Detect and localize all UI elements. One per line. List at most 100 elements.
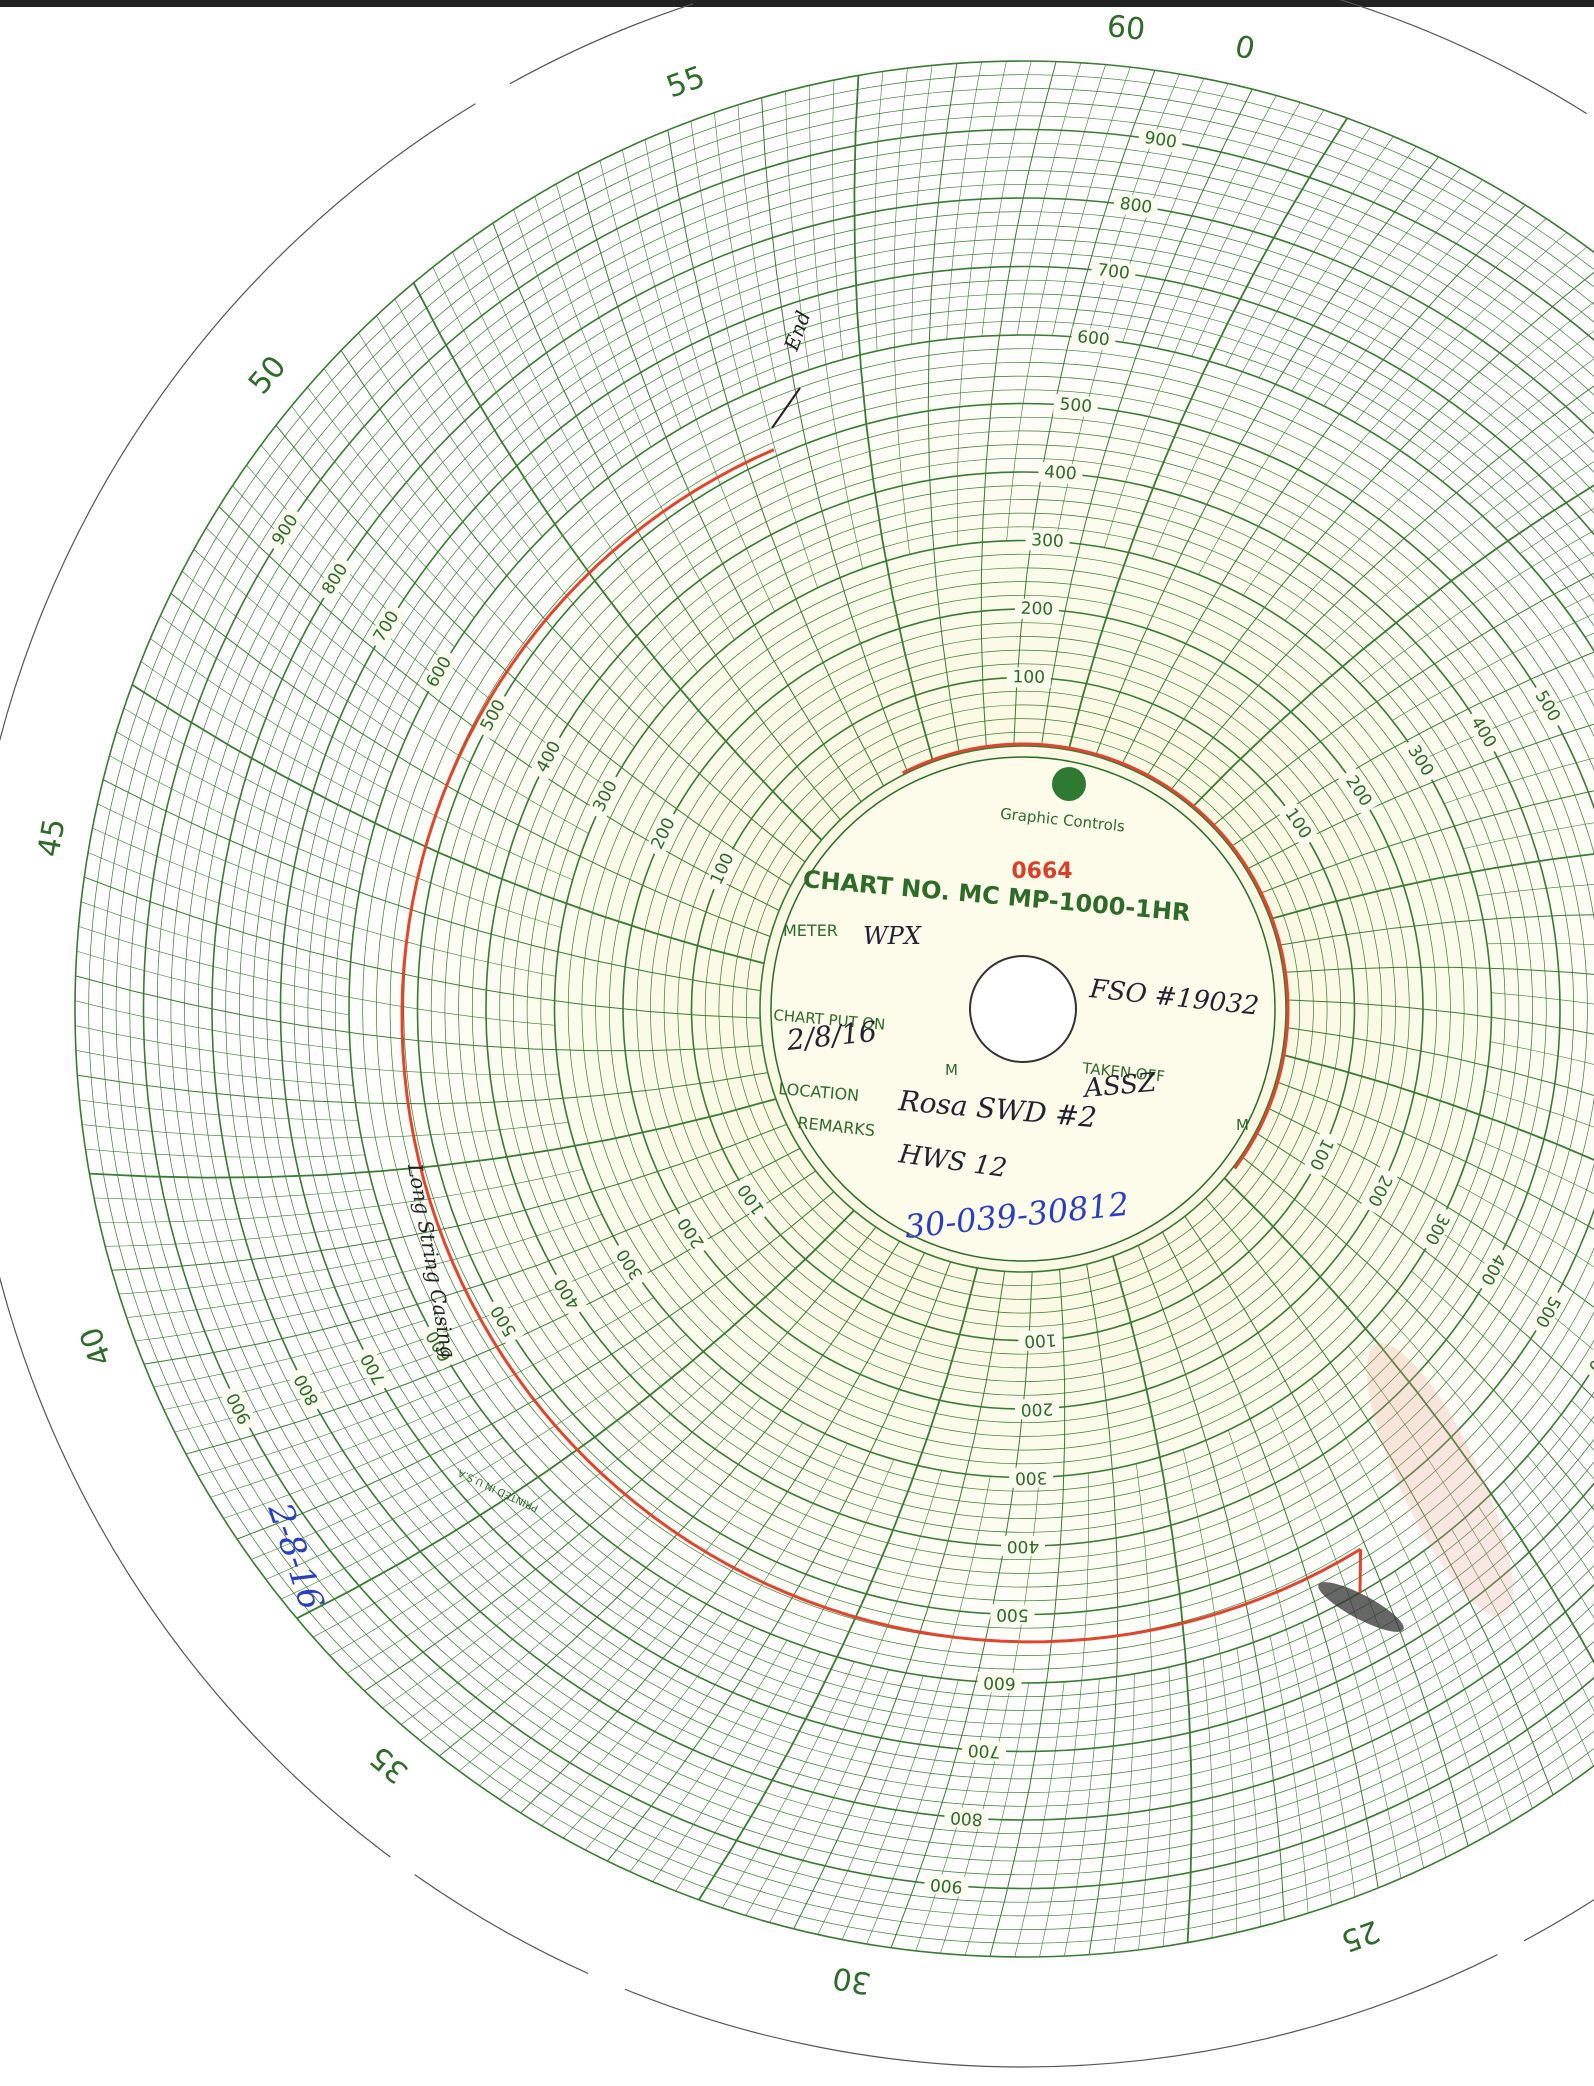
time-line	[92, 827, 556, 977]
time-line	[170, 593, 771, 937]
time-line	[1202, 1658, 1214, 1938]
time-line	[394, 298, 543, 537]
ring	[362, 348, 1594, 1670]
time-line	[1104, 102, 1301, 548]
ring	[88, 74, 1594, 1944]
ring	[608, 594, 1438, 1424]
time-line	[721, 1661, 855, 1909]
scan-edge	[0, 0, 1594, 7]
ring	[499, 485, 1547, 1533]
time-line	[1242, 232, 1567, 596]
label-bg	[1277, 799, 1319, 848]
time-line	[1191, 484, 1594, 809]
time-line	[1275, 1081, 1594, 1230]
time-line	[769, 1669, 889, 1923]
time-line	[123, 707, 371, 841]
time-line	[737, 104, 777, 382]
label-bg	[220, 1384, 259, 1433]
time-line	[1473, 1137, 1594, 1195]
time-line	[87, 852, 353, 945]
time-line	[1161, 1231, 1379, 1889]
label-bg	[354, 1344, 394, 1394]
pressure-label: 300	[1031, 530, 1064, 552]
time-line	[1491, 992, 1594, 1005]
time-line	[585, 1626, 755, 1851]
minute-label: 45	[31, 816, 72, 860]
time-line	[1436, 1228, 1594, 1351]
time-line	[329, 1367, 723, 1656]
time-line	[346, 1513, 577, 1674]
time-line	[109, 755, 363, 875]
time-line	[419, 1557, 632, 1741]
trace-line	[902, 742, 1290, 1170]
arrow	[771, 387, 801, 429]
time-line	[957, 61, 1007, 546]
time-line	[78, 926, 555, 1026]
time-line	[1283, 966, 1594, 975]
time-line	[1169, 385, 1594, 792]
time-line	[376, 315, 665, 709]
time-line	[492, 222, 841, 821]
time-line	[181, 571, 406, 741]
scale-labels: 6005550454035302510020030040050060070080…	[31, 9, 1594, 2001]
time-line	[140, 661, 381, 807]
time-line	[622, 149, 776, 612]
label-bg	[1070, 326, 1117, 351]
time-line	[131, 684, 765, 965]
time-line	[520, 1252, 925, 1814]
form-label: M	[945, 1061, 958, 1079]
time-line	[1151, 136, 1394, 559]
time-line	[118, 1255, 396, 1295]
time-line	[1254, 1132, 1594, 1399]
time-line	[1469, 411, 1594, 505]
time-line	[841, 1476, 991, 1940]
time-line	[1016, 62, 1082, 336]
time-line	[85, 1148, 365, 1158]
form-label: METER	[783, 921, 838, 940]
label-bg	[1360, 1166, 1399, 1215]
label-bg	[943, 1806, 990, 1830]
time-line	[1225, 126, 1371, 367]
ring	[225, 211, 1594, 1807]
time-line	[116, 731, 562, 928]
label-bg	[419, 1321, 459, 1371]
time-line	[1451, 1528, 1574, 1781]
minute-label: 30	[830, 1959, 874, 2000]
time-line	[1040, 88, 1253, 747]
time-line	[1258, 146, 1417, 378]
time-line	[307, 386, 635, 748]
time-line	[111, 1123, 787, 1271]
time-line	[1240, 1155, 1594, 1511]
ring	[471, 457, 1575, 1561]
label-bg	[287, 1365, 327, 1414]
label-bg	[529, 732, 569, 782]
label-bg	[484, 1296, 524, 1345]
time-line	[80, 901, 350, 980]
time-line	[1113, 1673, 1135, 1953]
ring	[513, 499, 1533, 1519]
label-bg	[1417, 1204, 1456, 1254]
time-line	[236, 1191, 835, 1540]
time-line	[77, 1072, 768, 1105]
time-line	[1384, 246, 1588, 441]
time-line	[1014, 1681, 1065, 1958]
label-bg	[474, 691, 513, 740]
smudge	[1318, 1582, 1404, 1632]
stain	[1366, 1343, 1514, 1617]
trace-line	[1358, 1549, 1363, 1593]
time-line	[197, 1380, 462, 1477]
label-bg	[1025, 530, 1071, 553]
pressure-label: 900	[929, 1874, 963, 1897]
time-line	[1182, 1449, 1237, 1933]
ring	[732, 718, 1314, 1300]
time-line	[1381, 1309, 1594, 1580]
time-line	[607, 1261, 951, 1862]
time-line	[1205, 1197, 1554, 1796]
time-line	[97, 803, 357, 910]
time-line	[382, 1536, 604, 1709]
ring	[403, 389, 1594, 1629]
time-line	[1420, 688, 1594, 762]
time-line	[94, 1188, 374, 1200]
